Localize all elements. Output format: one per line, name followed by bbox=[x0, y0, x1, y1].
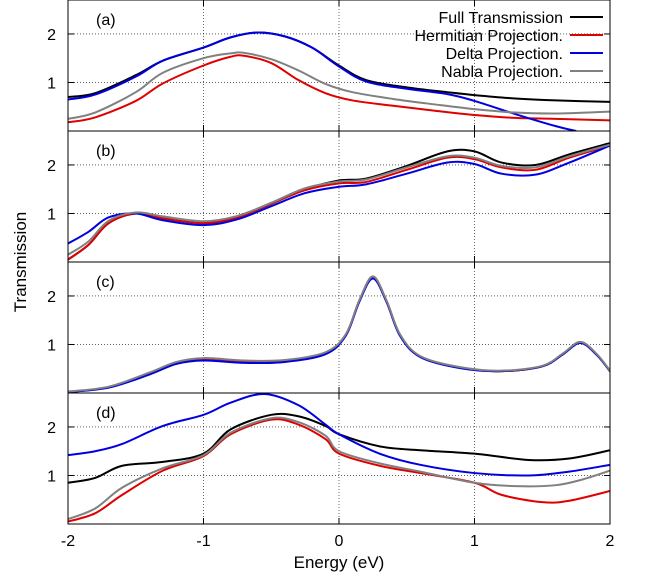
panels-group: 1 2 (a) 1 2 (b) 1 2 (c) 1 2 (d) -2 -1 0 1 2 bbox=[47, 0, 615, 550]
series-line-nabla-projection bbox=[68, 51, 610, 120]
y-tick-label: 1 bbox=[47, 468, 56, 485]
series-group bbox=[68, 393, 610, 523]
series-line-nabla-projection bbox=[68, 275, 610, 393]
y-tick-label: 1 bbox=[47, 337, 56, 354]
x-tick-label: -1 bbox=[196, 533, 210, 550]
panel-label: (d) bbox=[96, 405, 116, 422]
series-group bbox=[68, 275, 610, 393]
series-group bbox=[68, 142, 610, 261]
series-line-delta-projection bbox=[68, 31, 577, 131]
y-axis-label: Transmission bbox=[11, 212, 30, 312]
series-line-nabla-projection bbox=[68, 143, 610, 256]
x-tick-label: 2 bbox=[606, 533, 615, 550]
panel-a: 1 2 (a) bbox=[47, 0, 611, 132]
legend-entry-label: Hermitian Projection. bbox=[415, 28, 564, 45]
y-tick-label: 1 bbox=[47, 75, 56, 92]
panel-d: 1 2 (d) bbox=[47, 392, 611, 525]
series-line-hermitian-projection bbox=[68, 54, 610, 124]
legend-entry-label: Full Transmission bbox=[439, 10, 563, 27]
panel-label: (b) bbox=[96, 143, 116, 160]
x-tick-label: 1 bbox=[470, 533, 479, 550]
y-tick-label: 2 bbox=[47, 420, 56, 437]
panel-c: 1 2 (c) bbox=[47, 261, 611, 394]
panel-b: 1 2 (b) bbox=[47, 130, 611, 263]
x-tick-label: 0 bbox=[335, 533, 344, 550]
series-line-hermitian-projection bbox=[68, 418, 610, 523]
series-line-delta-projection bbox=[68, 393, 610, 477]
x-axis-label: Energy (eV) bbox=[294, 553, 385, 572]
series-line-full-transmission bbox=[68, 412, 610, 484]
panel-label: (a) bbox=[96, 12, 116, 29]
panel-label: (c) bbox=[96, 274, 115, 291]
legend-entry-label: Delta Projection. bbox=[446, 46, 563, 63]
series-line-nabla-projection bbox=[68, 416, 610, 521]
y-tick-label: 2 bbox=[47, 27, 56, 44]
series-group bbox=[68, 31, 610, 131]
y-tick-label: 2 bbox=[47, 158, 56, 175]
x-tick-labels: -2 -1 0 1 2 bbox=[61, 533, 615, 550]
legend-entry-label: Nabla Projection. bbox=[441, 64, 563, 81]
y-tick-label: 1 bbox=[47, 206, 56, 223]
x-tick-label: -2 bbox=[61, 533, 75, 550]
y-tick-label: 2 bbox=[47, 289, 56, 306]
